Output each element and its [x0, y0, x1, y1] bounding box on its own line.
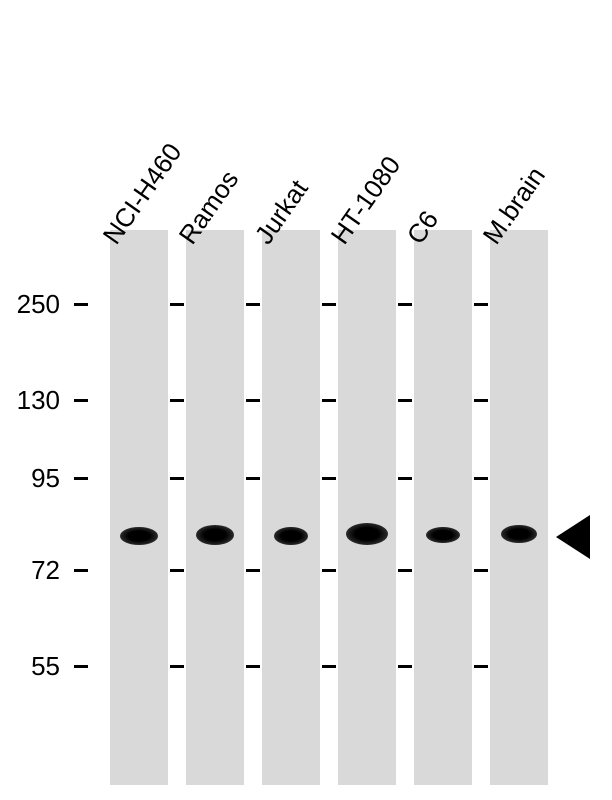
lane-strip: [414, 230, 472, 785]
mw-tick: [398, 477, 412, 480]
mw-tick: [74, 303, 88, 306]
mw-label: 130: [0, 385, 60, 416]
mw-tick: [322, 477, 336, 480]
mw-tick: [170, 665, 184, 668]
mw-tick: [474, 569, 488, 572]
protein-band: [274, 527, 308, 545]
mw-label: 72: [0, 555, 60, 586]
mw-tick: [474, 303, 488, 306]
mw-tick: [398, 399, 412, 402]
mw-tick: [322, 665, 336, 668]
mw-label: 250: [0, 289, 60, 320]
lane-strip: [262, 230, 320, 785]
mw-tick: [246, 303, 260, 306]
protein-band: [426, 527, 460, 543]
lane-strip: [186, 230, 244, 785]
mw-tick: [74, 569, 88, 572]
mw-tick: [246, 477, 260, 480]
mw-tick: [398, 303, 412, 306]
mw-tick: [74, 665, 88, 668]
mw-tick: [246, 665, 260, 668]
mw-tick: [474, 665, 488, 668]
mw-tick: [322, 399, 336, 402]
mw-tick: [398, 665, 412, 668]
protein-band: [120, 527, 158, 545]
band-indicator-arrow-icon: [556, 515, 590, 559]
mw-tick: [322, 303, 336, 306]
lane-strip: [110, 230, 168, 785]
protein-band: [346, 523, 388, 545]
mw-tick: [246, 569, 260, 572]
mw-tick: [170, 569, 184, 572]
mw-tick: [322, 569, 336, 572]
western-blot-figure: NCI-H460 Ramos Jurkat HT-1080 C6 M.brain…: [70, 15, 600, 785]
protein-band: [501, 525, 537, 543]
mw-tick: [170, 399, 184, 402]
mw-tick: [170, 303, 184, 306]
mw-tick: [74, 399, 88, 402]
mw-label: 95: [0, 463, 60, 494]
mw-tick: [246, 399, 260, 402]
lane-strip: [490, 230, 548, 785]
mw-tick: [170, 477, 184, 480]
lane-strip: [338, 230, 396, 785]
mw-tick: [474, 399, 488, 402]
mw-tick: [398, 569, 412, 572]
mw-tick: [74, 477, 88, 480]
protein-band: [196, 525, 234, 545]
mw-label: 55: [0, 651, 60, 682]
mw-tick: [474, 477, 488, 480]
